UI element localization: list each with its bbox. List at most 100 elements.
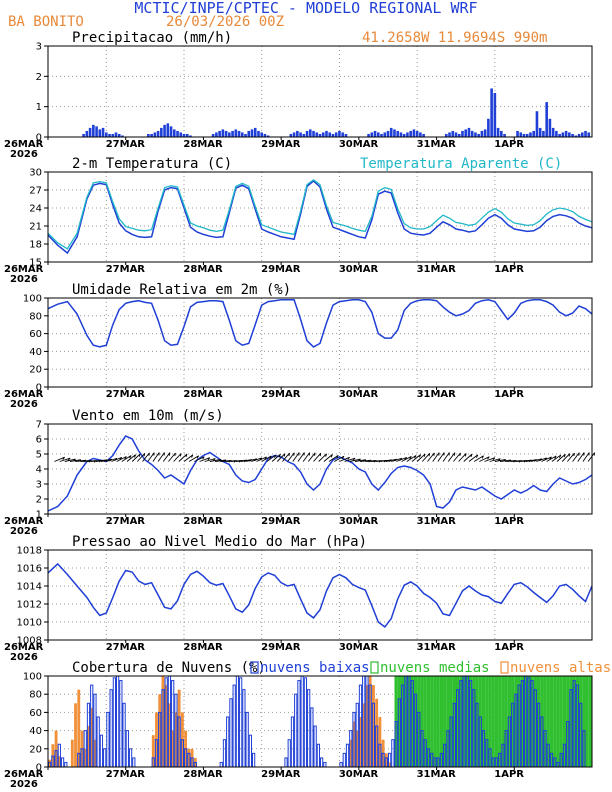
wind-arrow <box>385 458 397 462</box>
precip-bar <box>542 130 545 137</box>
precip-bar <box>393 129 396 137</box>
precip-bar <box>487 118 490 137</box>
panel-frame <box>47 423 593 515</box>
y-tick-label: 1010 <box>17 618 42 629</box>
precip-bar <box>117 133 121 137</box>
precip-bar <box>328 132 332 137</box>
wind-arrow <box>131 453 141 462</box>
panel-title: 2-m Temperatura (C) <box>72 156 232 172</box>
wind-arrow <box>396 457 407 462</box>
wind-arrow-head <box>428 453 431 457</box>
wind-arrow <box>64 458 76 462</box>
precip-bar <box>464 129 468 137</box>
precip-bar <box>179 132 183 137</box>
cloud-bar-medias <box>459 676 463 767</box>
cloud-bar-medias <box>540 676 544 767</box>
wind-arrow <box>271 453 281 462</box>
wind-arrow-head <box>283 453 286 457</box>
wind-arrow <box>406 455 417 462</box>
cloud-bar-medias <box>517 676 521 767</box>
wind-arrow-head <box>409 456 412 460</box>
precip-bar <box>419 132 422 137</box>
x-year-label: 2026 <box>10 399 38 410</box>
precip-bar <box>98 129 102 137</box>
series-line <box>47 180 593 255</box>
wind-arrow <box>447 452 456 462</box>
cloud-bar-medias <box>575 676 580 767</box>
y-tick-label: 24 <box>29 204 42 215</box>
panel-frame <box>47 45 593 138</box>
cloud-bar-altas <box>171 730 175 767</box>
cloud-bar-medias <box>410 676 414 767</box>
wind-arrow <box>157 452 165 462</box>
cloud-bar-altas <box>87 726 90 767</box>
wind-arrow <box>354 459 366 462</box>
wind-arrow <box>188 455 199 462</box>
precip-bar <box>211 133 215 137</box>
precip-bar <box>338 130 341 137</box>
wind-arrow-head <box>179 453 182 457</box>
panel-frame <box>47 171 593 263</box>
wind-arrow <box>468 454 479 462</box>
cloud-bar-medias <box>449 676 453 767</box>
cloud-bar-medias <box>433 676 437 767</box>
cloud-bar-altas <box>48 759 52 767</box>
wind-arrow-head <box>207 457 211 461</box>
precip-bar <box>538 127 542 137</box>
precip-bar <box>237 130 241 137</box>
wind-arrow <box>307 452 316 462</box>
wind-arrow <box>126 454 136 462</box>
wind-arrow <box>106 457 117 462</box>
cloud-bar-medias <box>507 676 512 767</box>
precip-bar <box>101 127 105 137</box>
y-tick-label: 20 <box>29 744 42 755</box>
wind-arrow <box>69 459 81 462</box>
y-tick-label: 3 <box>36 42 42 53</box>
precip-bar <box>121 135 124 137</box>
wind-arrow-head <box>191 454 194 458</box>
precip-bar <box>409 130 412 137</box>
cloud-bar-medias <box>524 676 528 767</box>
cloud-bar-medias <box>443 676 447 767</box>
cloud-bar-baixas <box>307 689 311 768</box>
cloud-bar-medias <box>569 676 573 767</box>
panel-title: Umidade Relativa em 2m (%) <box>72 282 291 298</box>
y-tick-label: 80 <box>29 311 42 322</box>
wind-arrow-head <box>124 456 127 460</box>
cloud-bar-medias <box>420 676 424 767</box>
wind-arrow <box>334 455 345 462</box>
wind-arrow <box>479 456 490 462</box>
wind-arrow-head <box>274 454 277 458</box>
precip-bar <box>247 130 251 137</box>
precip-bar <box>373 130 377 137</box>
cloud-bar-baixas <box>125 730 129 768</box>
x-tick-label: 28MAR <box>183 139 223 150</box>
precip-bar <box>108 133 111 137</box>
precip-bar <box>571 133 574 137</box>
cloud-bar-baixas <box>245 711 249 768</box>
wind-arrow <box>162 452 171 462</box>
cloud-bar-medias <box>481 676 486 767</box>
precip-bar <box>114 132 118 137</box>
wind-arrow <box>365 460 377 462</box>
x-tick-label: 27MAR <box>106 139 146 150</box>
x-tick-label: 28MAR <box>183 642 223 653</box>
cloud-bar-altas <box>164 685 168 767</box>
precip-bar <box>302 133 306 137</box>
precip-bar <box>574 135 578 137</box>
precip-bar <box>529 132 532 137</box>
wind-arrow <box>287 452 295 462</box>
cloud-bar-baixas <box>320 757 324 768</box>
precip-bar <box>519 132 523 137</box>
cloud-bar-baixas <box>342 752 346 768</box>
y-tick-label: 1012 <box>17 600 42 611</box>
wind-arrow <box>499 459 511 462</box>
wind-arrow <box>582 452 590 462</box>
y-tick-label: 1014 <box>17 582 42 593</box>
wind-arrow <box>276 453 286 462</box>
cloud-bar-medias <box>485 676 489 767</box>
x-tick-label: 27MAR <box>106 642 146 653</box>
wind-arrow <box>344 457 356 462</box>
wind-arrow <box>215 459 227 462</box>
x-tick-label: 27MAR <box>106 264 146 275</box>
